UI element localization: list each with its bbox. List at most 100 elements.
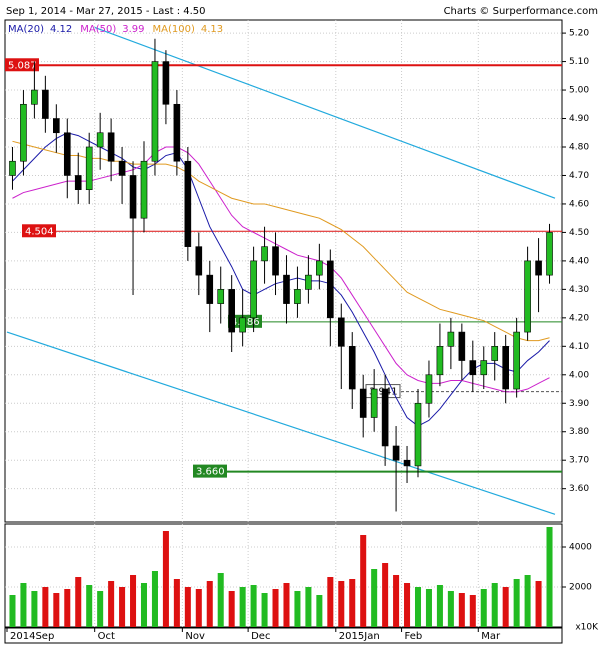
candle-body [239,317,246,333]
volume-bar [184,587,191,627]
candle-body [447,331,455,347]
y-tick-label: 5.00 [569,86,589,96]
x-tick-label: Dec [251,631,270,642]
x-tick-label: Mar [481,631,501,642]
legend-name: MA(100) [153,24,195,35]
legend-name: MA(20) [8,24,44,35]
volume-bar [151,571,158,627]
volume-bar [119,587,126,627]
volume-bar [173,579,180,627]
candle-body [436,346,444,376]
candle-body [359,388,367,418]
source: Charts © Surperformance.com [444,6,598,17]
x-tick-label: Oct [98,631,115,642]
candle-body [140,160,148,219]
candle-body [535,260,542,276]
volume-bar [294,591,301,627]
candle-body [491,346,499,361]
candle-body [118,160,126,176]
level-label: 4.504 [25,226,54,237]
volume-unit: x10K [575,623,599,633]
level-label: 5.087 [8,60,37,71]
candle-body [480,360,488,376]
volume-bar [130,575,137,627]
ma-line [12,140,550,342]
volume-tick-label: 2000 [569,583,592,593]
chart-title: Sep 1, 2014 - Mar 27, 2015 - Last : 4.50 [6,6,206,17]
volume-bar [425,589,432,627]
y-tick-label: 4.50 [569,228,589,238]
volume-bar [524,575,531,627]
candle-body [502,346,509,390]
candle-body [546,232,553,276]
candle-body [162,61,170,105]
candle-body [316,260,323,276]
ma-line [12,132,550,427]
volume-bar [327,577,334,627]
candle-body [74,175,82,191]
volume-bar [480,589,487,627]
level-label-box [193,464,227,478]
volume-bar [42,587,49,627]
volume-bar [272,589,279,627]
volume-bar [86,585,93,627]
volume-bar [239,587,246,627]
candle-body [228,289,235,333]
volume-bar [283,583,290,627]
volume-bar [371,569,378,627]
candle-body [425,374,433,404]
y-tick-label: 4.60 [569,199,589,209]
candle-body [173,103,181,162]
volume-tick-label: 4000 [569,543,592,553]
y-tick-label: 4.30 [569,285,589,295]
volume-bar [53,593,60,627]
volume-bar [206,581,213,627]
x-tick-label: 2014Sep [10,631,54,642]
candle-body [151,61,159,162]
candle-body [337,317,345,347]
volume-bar [393,575,400,627]
candle-body [524,260,531,333]
candle-body [42,89,49,119]
candle-body [414,402,422,467]
candle-body [327,260,334,319]
ma-line [12,146,550,393]
level-label-box [5,58,39,72]
candle-body [250,260,257,319]
y-tick-label: 4.90 [569,114,589,124]
y-tick-label: 3.90 [569,399,589,409]
volume-bar [546,527,553,627]
candle-body [184,160,192,247]
candle-body [272,246,279,276]
price-panel [4,19,563,523]
candle-body [129,175,137,219]
x-tick-label: Feb [405,631,423,642]
candle-body [31,89,38,105]
candle-body [53,118,60,134]
volume-bar [349,579,356,627]
candle-body [294,289,301,304]
volume-bar [261,593,268,627]
candle-body [370,388,378,418]
volume-bar [228,591,235,627]
trend-line [94,26,556,199]
y-tick-label: 4.20 [569,313,589,323]
candle-body [206,274,214,304]
volume-bar [162,531,169,627]
candle-body [107,132,115,162]
candle-body [283,274,290,304]
volume-bar [64,589,71,627]
y-tick-label: 4.00 [569,370,589,380]
x-tick-label: Nov [185,631,205,642]
volume-bar [316,595,323,627]
candle-body [348,346,356,390]
y-tick-label: 5.20 [569,29,589,39]
volume-bar [31,591,38,627]
volume-bar [75,577,82,627]
y-tick-label: 4.40 [569,256,589,266]
volume-bar [404,583,411,627]
date-strip [4,627,563,644]
y-tick-label: 3.60 [569,484,589,494]
y-tick-label: 3.70 [569,456,589,466]
volume-bar [436,585,443,627]
